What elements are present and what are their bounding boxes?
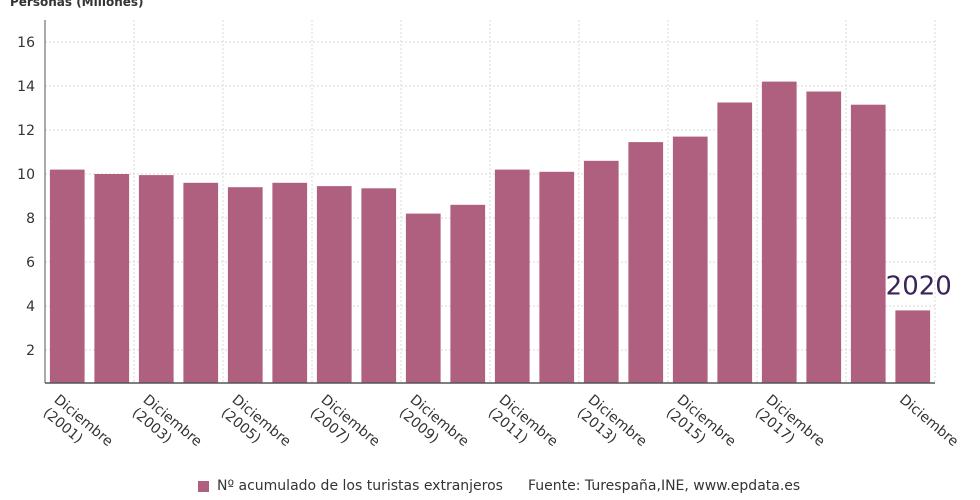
y-axis-ticks: 2 4 6 8 10 12 14 16 <box>17 35 35 359</box>
bar-2015 <box>672 136 708 383</box>
x-tick-label: Diciembre(2007) <box>307 392 383 463</box>
bar-2011 <box>494 169 530 383</box>
legend-swatch <box>198 480 209 492</box>
x-tick-label: Diciembre(2011) <box>485 392 561 463</box>
x-tick-label: Diciembre(2003) <box>129 392 205 463</box>
bar-2002 <box>94 174 130 383</box>
bar-2016 <box>717 102 753 383</box>
annotation-2020: 2020 <box>886 271 952 301</box>
bar-2020 <box>895 310 931 383</box>
bar-2001 <box>49 169 85 383</box>
bar-2019 <box>850 104 886 383</box>
bars <box>49 81 931 383</box>
x-tick-label: Diciembre(2001) <box>40 392 116 463</box>
y-tick-label: 6 <box>26 255 35 271</box>
bar-2010 <box>450 204 486 383</box>
x-tick-label: Diciembre(2005) <box>218 392 294 463</box>
y-tick-label: 8 <box>26 211 35 227</box>
gridlines <box>44 20 936 383</box>
bar-2003 <box>138 175 174 383</box>
x-tick-label: Diciembre(2015) <box>663 392 739 463</box>
bar-2012 <box>539 171 575 383</box>
y-tick-label: 4 <box>26 299 35 315</box>
bar-2008 <box>361 188 397 383</box>
bar-2013 <box>583 160 619 383</box>
y-tick-label: 14 <box>17 79 35 95</box>
source-text: Fuente: Turespaña,INE, www.epdata.es <box>528 478 801 494</box>
y-tick-label: 2 <box>26 343 35 359</box>
legend: Nº acumulado de los turistas extranjeros <box>198 478 503 494</box>
x-tick-label: Diciembre(2013) <box>574 392 650 463</box>
x-tick-label: Diciembre(2017) <box>752 392 828 463</box>
bar-2009 <box>405 213 441 383</box>
x-tick-label: Diciembre <box>896 392 961 450</box>
bar-2018 <box>806 91 842 383</box>
bar-2014 <box>628 142 664 383</box>
y-tick-label: 12 <box>17 123 35 139</box>
y-tick-label: 10 <box>17 167 35 183</box>
bar-2006 <box>272 182 308 383</box>
bar-2005 <box>227 187 263 383</box>
x-tick-label: Diciembre(2009) <box>396 392 472 463</box>
x-axis-tick-labels: Diciembre(2001) Diciembre(2003) Diciembre(… <box>40 392 961 463</box>
legend-label: Nº acumulado de los turistas extranjeros <box>217 478 503 494</box>
bar-2017 <box>761 81 797 383</box>
y-tick-label: 16 <box>17 35 35 51</box>
y-axis-label: Personas (Millones) <box>10 0 144 9</box>
bar-2004 <box>183 182 219 383</box>
bar-2007 <box>316 186 352 383</box>
